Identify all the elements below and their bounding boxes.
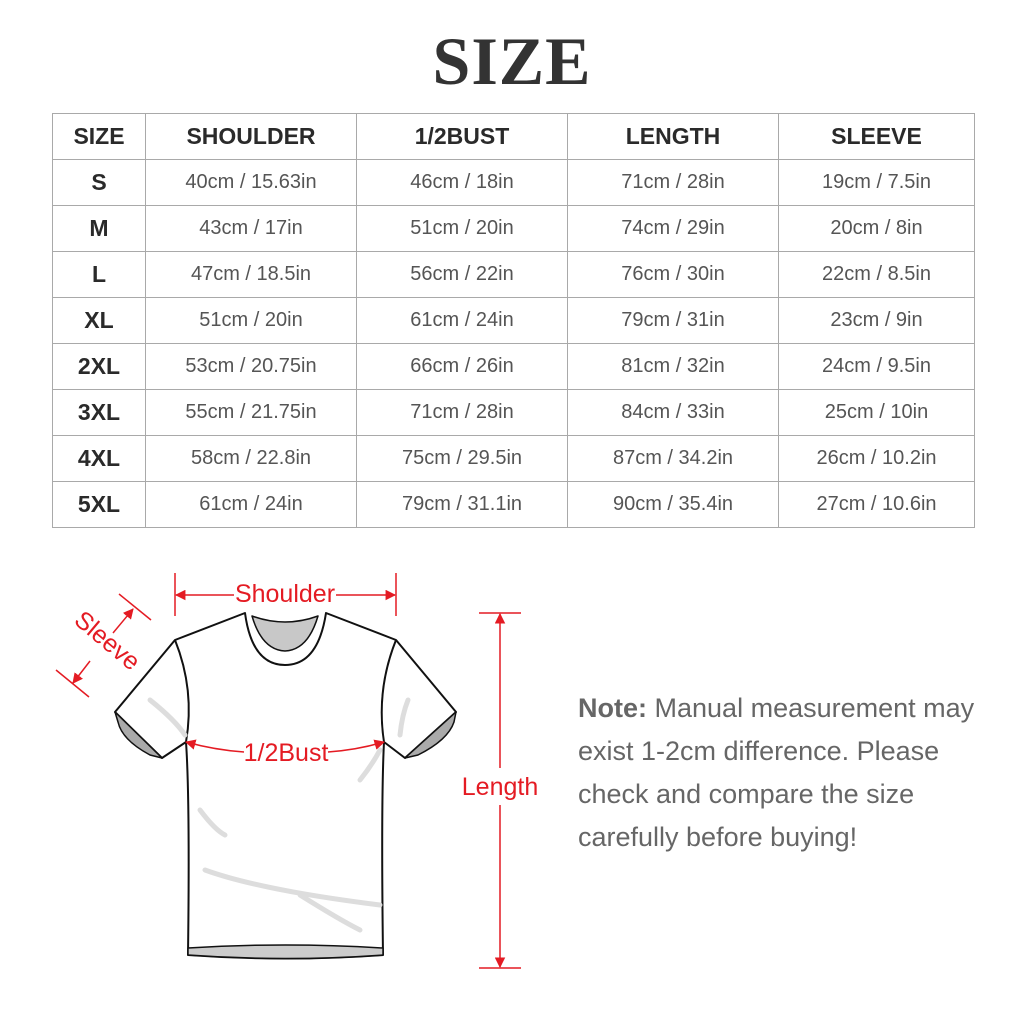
measurement-cell: 55cm / 21.75in	[145, 389, 357, 436]
table-header-row: SIZE SHOULDER 1/2BUST LENGTH SLEEVE	[52, 113, 975, 160]
measurement-cell: 20cm / 8in	[778, 205, 975, 252]
size-cell: 3XL	[52, 389, 146, 436]
measurement-cell: 40cm / 15.63in	[145, 159, 357, 206]
measurement-cell: 81cm / 32in	[567, 343, 779, 390]
measurement-cell: 76cm / 30in	[567, 251, 779, 298]
table-row: 5XL 61cm / 24in 79cm / 31.1in 90cm / 35.4in…	[52, 481, 975, 528]
measurement-cell: 24cm / 9.5in	[778, 343, 975, 390]
measurement-cell: 71cm / 28in	[356, 389, 568, 436]
measurement-cell: 43cm / 17in	[145, 205, 357, 252]
note-label: Note:	[578, 693, 647, 723]
column-header: SLEEVE	[778, 113, 975, 160]
measurement-cell: 27cm / 10.6in	[778, 481, 975, 528]
table-row: 2XL 53cm / 20.75in 66cm / 26in 81cm / 32in 2…	[52, 343, 975, 390]
column-header: LENGTH	[567, 113, 779, 160]
bust-measure	[184, 739, 386, 753]
measurement-cell: 61cm / 24in	[145, 481, 357, 528]
measurement-cell: 74cm / 29in	[567, 205, 779, 252]
measurement-cell: 58cm / 22.8in	[145, 435, 357, 482]
table-row: S 40cm / 15.63in 46cm / 18in 71cm / 28in 19c…	[52, 159, 975, 206]
measurement-cell: 87cm / 34.2in	[567, 435, 779, 482]
measurement-cell: 66cm / 26in	[356, 343, 568, 390]
measurement-cell: 46cm / 18in	[356, 159, 568, 206]
measurement-note: Note: Manual measurement may exist 1-2cm…	[578, 687, 998, 859]
length-measure	[479, 612, 521, 969]
measurement-cell: 19cm / 7.5in	[778, 159, 975, 206]
measurement-cell: 23cm / 9in	[778, 297, 975, 344]
measurement-cell: 90cm / 35.4in	[567, 481, 779, 528]
size-cell: XL	[52, 297, 146, 344]
column-header: SIZE	[52, 113, 146, 160]
size-table: SIZE SHOULDER 1/2BUST LENGTH SLEEVE S 40cm / …	[52, 113, 975, 528]
sleeve-measure	[55, 593, 152, 698]
measurement-cell: 75cm / 29.5in	[356, 435, 568, 482]
measurement-cell: 79cm / 31in	[567, 297, 779, 344]
table-row: 3XL 55cm / 21.75in 71cm / 28in 84cm / 33in 2…	[52, 389, 975, 436]
size-cell: 5XL	[52, 481, 146, 528]
measurement-cell: 71cm / 28in	[567, 159, 779, 206]
measurement-cell: 51cm / 20in	[356, 205, 568, 252]
bust-label: 1/2Bust	[244, 739, 329, 767]
measurement-cell: 22cm / 8.5in	[778, 251, 975, 298]
length-label: Length	[462, 773, 538, 801]
size-cell: S	[52, 159, 146, 206]
table-row: M 43cm / 17in 51cm / 20in 74cm / 29in 20cm /…	[52, 205, 975, 252]
measurement-cell: 79cm / 31.1in	[356, 481, 568, 528]
column-header: 1/2BUST	[356, 113, 568, 160]
shoulder-label: Shoulder	[235, 580, 335, 608]
page-title: SIZE	[432, 23, 592, 99]
measurement-cell: 25cm / 10in	[778, 389, 975, 436]
shoulder-measure	[174, 573, 397, 616]
measurement-cell: 56cm / 22in	[356, 251, 568, 298]
table-row: L 47cm / 18.5in 56cm / 22in 76cm / 30in 22cm…	[52, 251, 975, 298]
sleeve-label: Sleeve	[69, 606, 146, 677]
measurement-cell: 84cm / 33in	[567, 389, 779, 436]
note-text: Manual measurement may exist 1-2cm diffe…	[578, 693, 975, 852]
tshirt-illustration	[114, 612, 457, 960]
measurement-cell: 47cm / 18.5in	[145, 251, 357, 298]
